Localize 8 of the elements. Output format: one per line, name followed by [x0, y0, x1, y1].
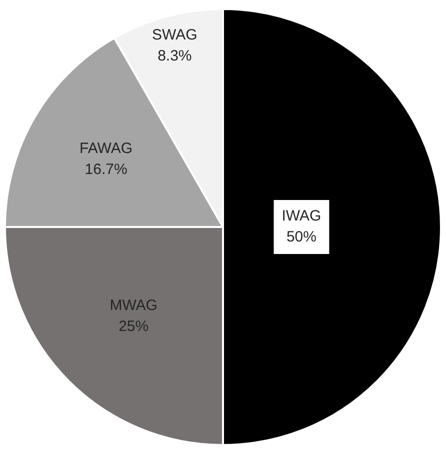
slice-label: IWAG	[282, 208, 322, 225]
data-label: 50%	[286, 228, 316, 246]
data-label: 25%	[118, 318, 149, 336]
data-label: 8.3%	[158, 48, 192, 64]
slice-label: SWAG	[152, 26, 198, 44]
slice-label: MWAG	[110, 297, 158, 314]
data-label: 16.7%	[84, 160, 128, 178]
slice-label: FAWAG	[79, 140, 133, 157]
